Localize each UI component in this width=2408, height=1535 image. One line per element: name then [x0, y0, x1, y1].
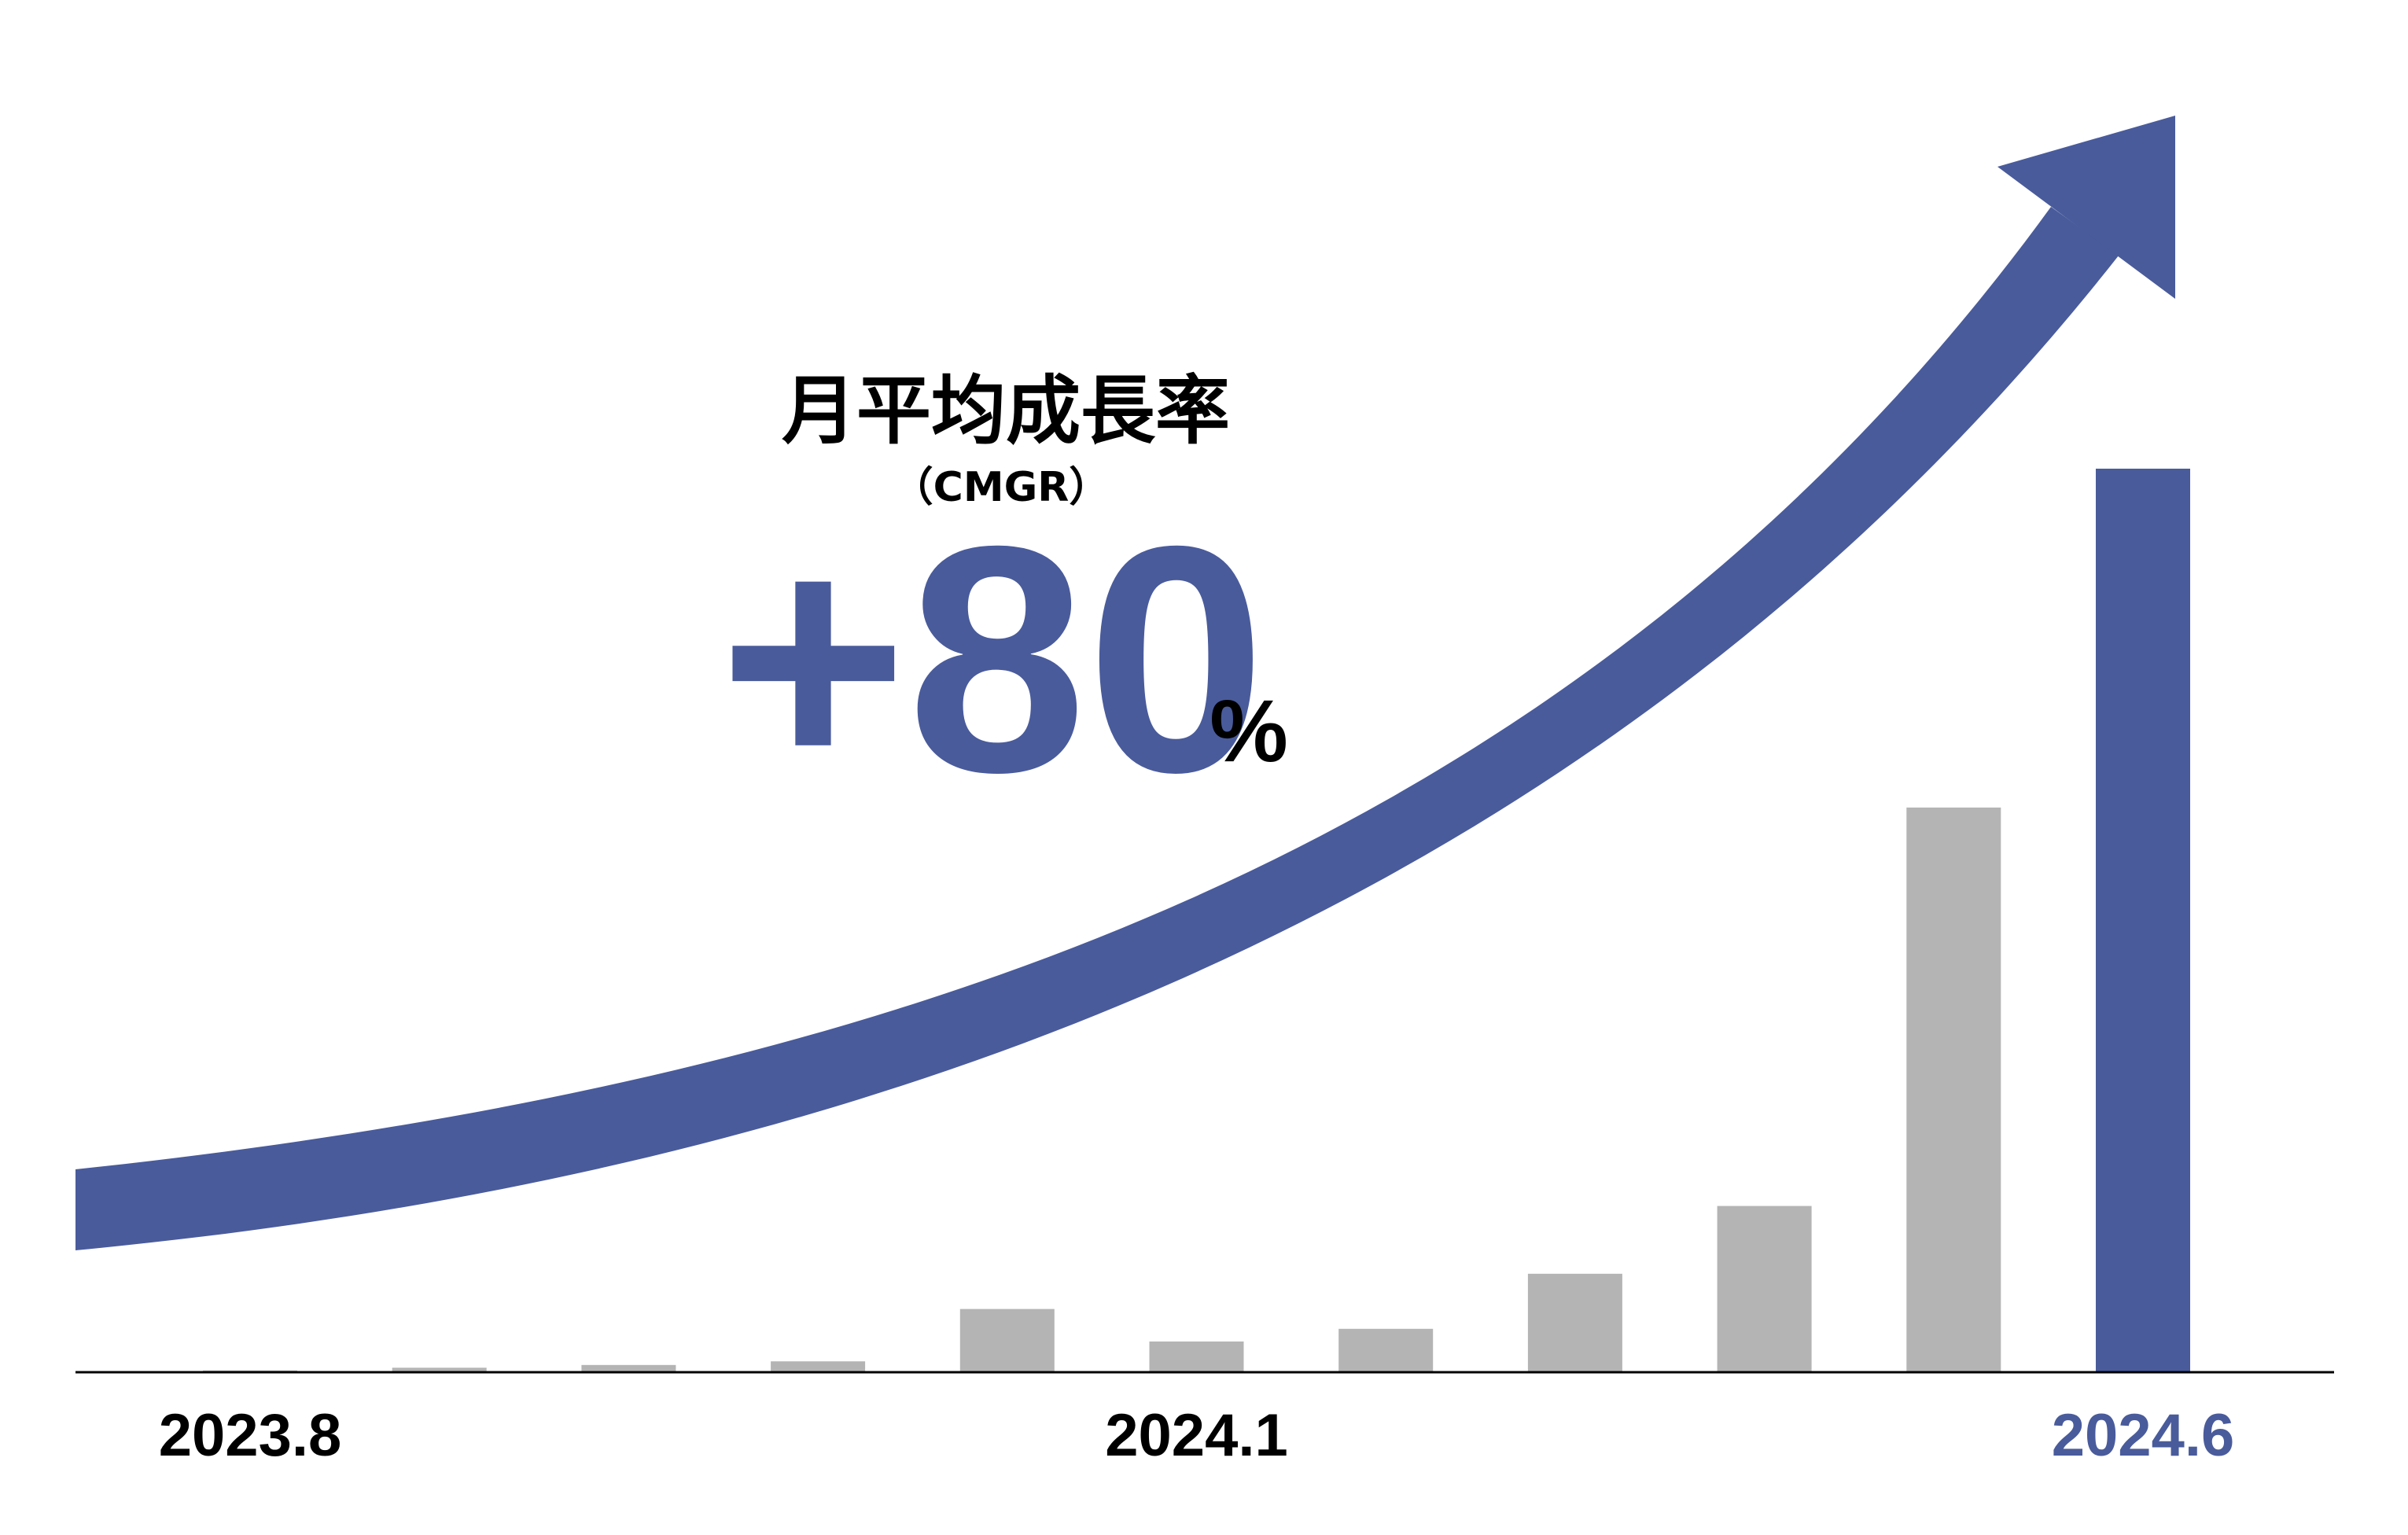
x-tick-labels: 2023.8 2024.1 2024.6 [159, 1402, 2234, 1469]
cmgr-value-sign: + [719, 479, 907, 839]
bar-2024.5 [1906, 807, 2001, 1372]
bar-2024.6 [2096, 469, 2190, 1372]
x-tick-label-2024.1: 2024.1 [1105, 1402, 1287, 1469]
x-tick-label-2023.8: 2023.8 [159, 1402, 341, 1469]
x-tick-label-2024.6: 2024.6 [2052, 1402, 2234, 1469]
trend-arrow-body [75, 207, 2119, 1250]
cmgr-headline: 月平均成長率 [782, 368, 1230, 455]
trend-arrow [75, 116, 2175, 1250]
bar-2023.12 [959, 1309, 1055, 1372]
bar-2023.9 [392, 1368, 487, 1372]
cmgr-value-number: 80 [908, 479, 1266, 839]
bar-2024.4 [1717, 1206, 1812, 1372]
bar-2024.2 [1338, 1328, 1434, 1372]
bar-2024.3 [1527, 1273, 1622, 1372]
bar-2024.1 [1149, 1341, 1244, 1372]
bar-series [203, 469, 2190, 1372]
cmgr-subheading: （CMGR） [893, 464, 1110, 511]
cmgr-value: +80 [719, 479, 1265, 839]
bar-2023.10 [581, 1364, 676, 1372]
trend-arrow-head [1997, 116, 2175, 299]
bar-2023.11 [771, 1361, 866, 1372]
cmgr-value-unit: % [1210, 682, 1288, 780]
